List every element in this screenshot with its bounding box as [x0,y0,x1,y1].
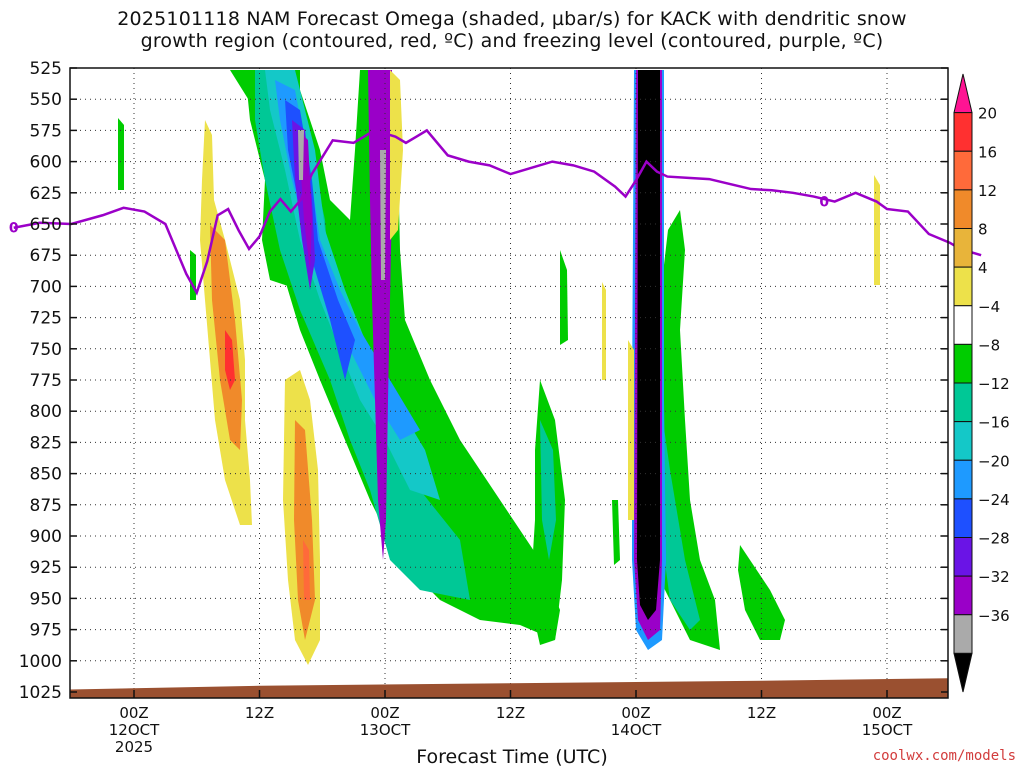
omega-region-red-1 [225,330,235,390]
colorbar: 20 16 12 8 4 −4 −8 −12 −16 −20 −24 −28 −32 −36 [953,73,1010,693]
colorbar-segment [953,459,973,500]
chart-title-line-1: 2025101118 NAM Forecast Omega (shaded, µ… [117,8,907,30]
colorbar-segment [953,266,973,307]
x-tick-label: 12Z [496,704,525,722]
x-tick-label: 00Z [872,704,901,722]
x-tick-label: 2025 [115,738,153,756]
x-tick-label: 00Z [370,704,399,722]
omega-region-green-9 [612,500,620,565]
terrain-fill [70,678,948,698]
y-axis: 525 550 575 600 625 650 675 700 725 750 775 800 825 8… [19,59,948,703]
y-tick-label: 925 [30,558,62,578]
x-tick-label: 12OCT [109,721,160,739]
omega-region-yellow-6 [628,340,634,520]
y-tick-label: 550 [30,90,62,110]
colorbar-label: −36 [978,607,1010,625]
y-tick-label: 775 [30,371,62,391]
y-tick-label: 625 [30,184,62,204]
colorbar-label: 12 [978,182,997,200]
y-tick-label: 600 [30,153,62,173]
x-tick-label: 14OCT [611,721,662,739]
x-tick-label: 15OCT [862,721,913,739]
omega-region-red-2 [303,540,310,600]
omega-region-yellow-5 [874,175,880,285]
colorbar-segment [953,382,973,423]
omega-region-green-6 [560,250,568,345]
x-tick-label: 13OCT [360,721,411,739]
colorbar-label: −28 [978,530,1010,548]
colorbar-label: −12 [978,375,1010,393]
omega-region-black-3 [637,70,660,620]
y-tick-label: 825 [30,433,62,453]
colorbar-label: −24 [978,491,1010,509]
freezing-level-label: 0 [9,221,19,237]
y-tick-label: 700 [30,277,62,297]
y-tick-label: 900 [30,527,62,547]
omega-shading [118,70,880,665]
colorbar-segment [953,614,973,654]
chart-title-line-2: growth region (contoured, red, ºC) and f… [140,30,884,52]
omega-region-green-8 [190,250,196,300]
omega-region-teal-2 [540,420,556,560]
y-tick-label: 525 [30,59,62,79]
y-tick-label: 975 [30,621,62,641]
plot-border [69,67,949,699]
x-tick-label: 00Z [119,704,148,722]
colorbar-segment [953,228,973,268]
omega-region-green-7 [118,118,124,190]
credit-link[interactable]: coolwx.com/models [872,748,1016,764]
x-tick-label: 12Z [245,704,274,722]
freezing-level-label: 0 [819,195,829,211]
y-tick-label: 675 [30,246,62,266]
y-tick-label: 725 [30,309,62,329]
freezing-level-labels: 00 [9,195,830,237]
x-tick-label: 12Z [747,704,776,722]
y-tick-label: 950 [30,589,62,609]
y-tick-label: 1000 [19,652,62,672]
colorbar-cap-top [953,73,973,114]
colorbar-segment [953,575,973,616]
colorbar-segment [953,421,973,461]
colorbar-segment [953,112,973,152]
omega-region-orange-2 [294,420,315,640]
y-tick-label: 750 [30,340,62,360]
colorbar-segment [953,189,973,229]
y-tick-label: 1025 [19,683,62,703]
y-tick-label: 650 [30,215,62,235]
y-tick-label: 850 [30,465,62,485]
colorbar-label: −16 [978,414,1010,432]
omega-region-green-4 [630,210,720,650]
omega-region-green-5 [738,545,785,640]
omega-region-teal-3 [658,400,700,630]
colorbar-segment [953,305,973,345]
colorbar-label: −8 [978,336,1000,354]
colorbar-label: 4 [978,259,988,277]
x-tick-label: 00Z [621,704,650,722]
y-tick-label: 575 [30,121,62,141]
freezing-level-line [13,128,982,296]
x-axis-title: Forecast Time (UTC) [416,746,608,768]
y-tick-label: 800 [30,402,62,422]
colorbar-label: 8 [978,221,988,239]
y-tick-label: 875 [30,496,62,516]
colorbar-label: 20 [978,105,997,123]
colorbar-label: −32 [978,568,1010,586]
colorbar-cap-bottom [953,652,973,693]
colorbar-segment [953,498,973,538]
colorbar-label: −4 [978,298,1000,316]
colorbar-label: −20 [978,452,1010,470]
colorbar-segment [953,343,973,384]
colorbar-segment [953,150,973,191]
omega-region-yellow-4 [602,282,606,380]
omega-region-grey-1 [380,150,386,280]
omega-region-grey-2 [298,130,304,180]
omega-region-yellow-3 [390,70,403,240]
colorbar-label: 16 [978,143,997,161]
colorbar-segment [953,537,973,577]
